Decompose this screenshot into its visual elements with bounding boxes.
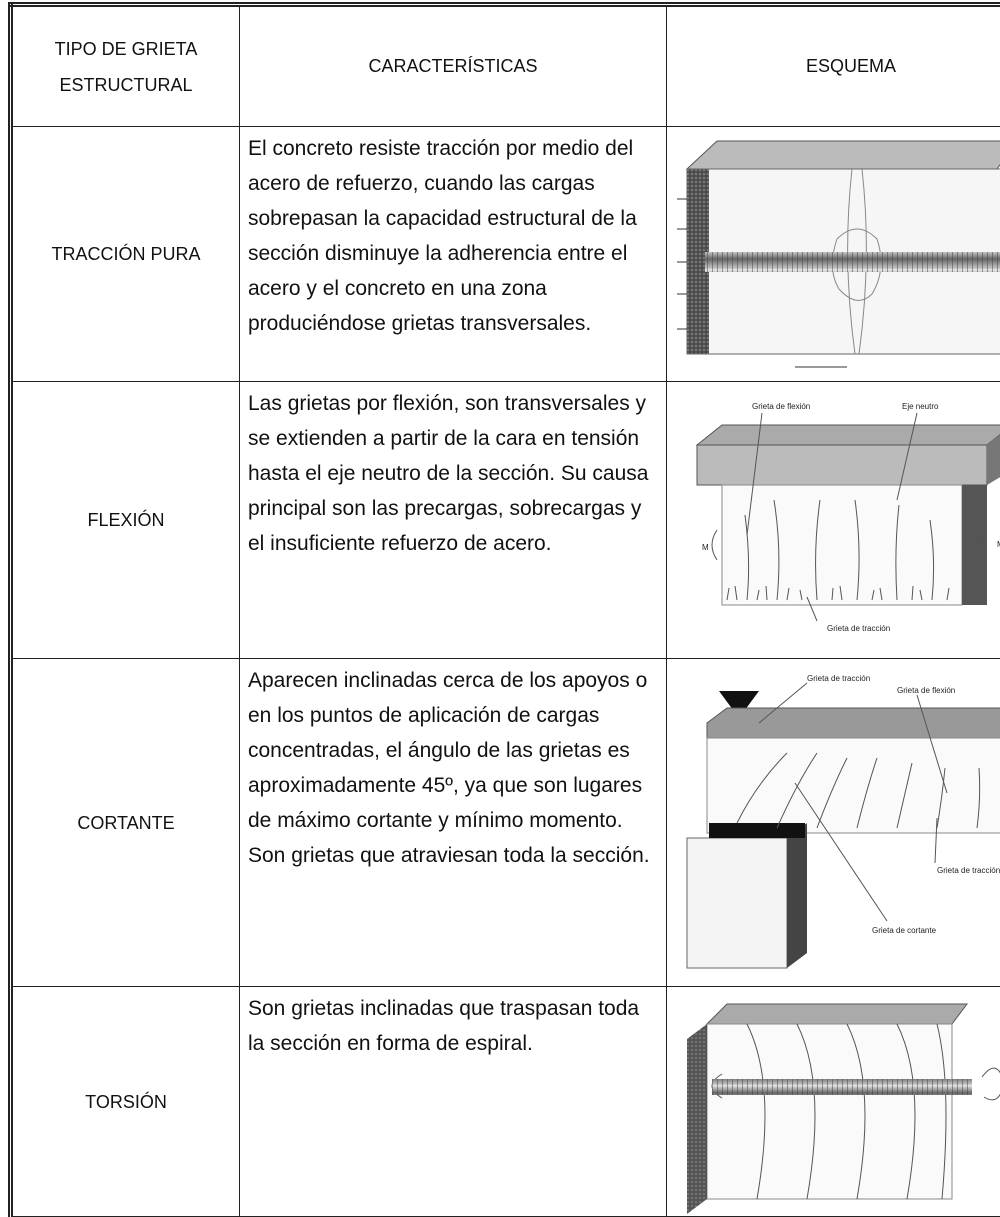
diagram-label: M <box>702 543 709 552</box>
crack-table: TIPO DE GRIETA ESTRUCTURAL CARACTERÍSTIC… <box>8 2 1000 1217</box>
header-row: TIPO DE GRIETA ESTRUCTURAL CARACTERÍSTIC… <box>11 5 1000 127</box>
header-cell: TIPO DE GRIETA ESTRUCTURAL <box>11 5 240 127</box>
type-cell: TRACCIÓN PURA <box>11 127 240 382</box>
diagram-label: Eje neutro <box>902 402 939 411</box>
description-cell: El concreto resiste tracción por medio d… <box>240 127 667 382</box>
diagram-label: Grieta de flexión <box>897 686 955 695</box>
type-cell: FLEXIÓN <box>11 382 240 659</box>
diagram-cell <box>667 987 1000 1217</box>
diagram-cell: Grieta de flexión Eje neutro M M Grieta … <box>667 382 1000 659</box>
torsion-diagram <box>667 989 1000 1214</box>
description-cell: Aparecen inclinadas cerca de los apoyos … <box>240 659 667 987</box>
diagram-label: Grieta de flexión <box>752 402 810 411</box>
traction-diagram <box>667 129 1000 379</box>
diagram-label: Grieta de tracción <box>827 624 890 633</box>
type-cell: TORSIÓN <box>11 987 240 1217</box>
shear-diagram: Grieta de tracción Grieta de flexión Gri… <box>667 663 1000 983</box>
header-cell: CARACTERÍSTICAS <box>240 5 667 127</box>
description-cell: Las grietas por flexión, son transversal… <box>240 382 667 659</box>
type-cell: CORTANTE <box>11 659 240 987</box>
flexion-diagram: Grieta de flexión Eje neutro M M Grieta … <box>667 385 1000 655</box>
diagram-label: Grieta de cortante <box>872 926 937 935</box>
header-cell: ESQUEMA <box>667 5 1000 127</box>
row: TORSIÓN Son grietas inclinadas que trasp… <box>11 987 1000 1217</box>
row: FLEXIÓN Las grietas por flexión, son tra… <box>11 382 1000 659</box>
row: TRACCIÓN PURA El concreto resiste tracci… <box>11 127 1000 382</box>
diagram-cell <box>667 127 1000 382</box>
diagram-label: Grieta de tracción <box>807 674 870 683</box>
row: CORTANTE Aparecen inclinadas cerca de lo… <box>11 659 1000 987</box>
diagram-cell: Grieta de tracción Grieta de flexión Gri… <box>667 659 1000 987</box>
description-cell: Son grietas inclinadas que traspasan tod… <box>240 987 667 1217</box>
diagram-label: Grieta de tracción <box>937 866 1000 875</box>
